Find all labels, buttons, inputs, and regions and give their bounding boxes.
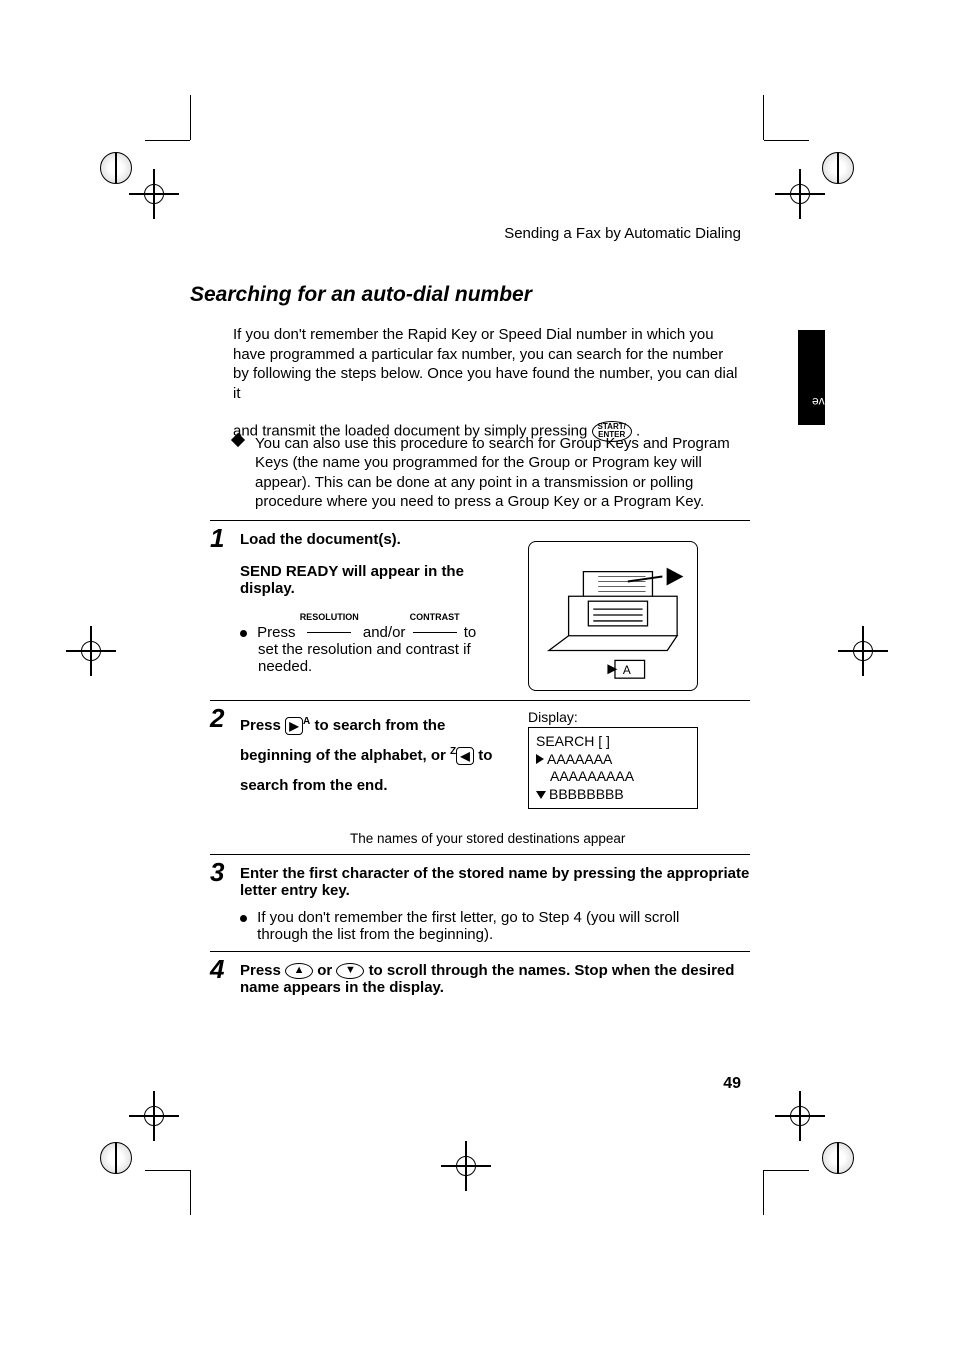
step-1-to: to <box>464 624 477 641</box>
crop-mid-icon <box>847 635 879 667</box>
names-note: The names of your stored destinations ap… <box>350 831 750 846</box>
step-4-text-c: to scroll through the names. Stop when t… <box>240 962 734 996</box>
crop-mid-icon <box>75 635 107 667</box>
disc-bullet-icon <box>240 915 247 922</box>
hairline-icon <box>145 140 190 141</box>
hairline-icon <box>145 1170 190 1171</box>
resolution-button-icon <box>307 632 351 633</box>
disc-bullet-icon <box>240 630 247 637</box>
step-number: 2 <box>210 703 224 734</box>
arrow-right-key-icon: ▶ <box>285 717 303 735</box>
hairline-icon <box>763 1170 764 1215</box>
fax-machine-illustration: A <box>528 541 698 691</box>
step-number: 3 <box>210 857 224 888</box>
side-tab: 2. Send/ReceiveDocuments <box>798 330 825 425</box>
step-3: 3 Enter the first character of the store… <box>210 854 750 951</box>
bullet-block: You can also use this procedure to searc… <box>233 430 743 512</box>
section-title: Searching for an auto-dial number <box>190 283 532 307</box>
step-1-bold-2: SEND READY will appear in the display. <box>240 563 520 597</box>
page-number: 49 <box>723 1075 741 1093</box>
svg-text:A: A <box>623 663 631 677</box>
step-4-text-a: Press <box>240 962 285 979</box>
step-number: 4 <box>210 954 224 985</box>
intro-paragraph-1: If you don't remember the Rapid Key or S… <box>233 326 738 402</box>
step-number: 1 <box>210 523 224 554</box>
arrow-left-key-icon: ◀ <box>456 747 474 765</box>
hairline-icon <box>763 95 764 140</box>
bullet-text: You can also use this procedure to searc… <box>255 434 743 512</box>
running-header: Sending a Fax by Automatic Dialing <box>504 225 741 242</box>
step-2-text-a: Press <box>240 717 285 734</box>
step-3-bold: Enter the first character of the stored … <box>240 865 750 899</box>
hairline-icon <box>764 140 809 141</box>
step-1-press: Press <box>257 624 300 641</box>
contrast-button-icon <box>413 632 457 633</box>
intro-block: If you don't remember the Rapid Key or S… <box>233 325 743 442</box>
resolution-button-label: RESOLUTION <box>300 612 359 622</box>
step-1-andor: and/or <box>363 624 410 641</box>
step-1-bold-1: Load the document(s). <box>240 531 520 548</box>
page-root: Sending a Fax by Automatic Dialing Searc… <box>0 0 954 1351</box>
step-1: 1 Load the document(s). SEND READY will … <box>210 520 750 700</box>
hairline-icon <box>190 1170 191 1215</box>
diamond-bullet-icon <box>231 433 245 447</box>
step-4-text-b: or <box>317 962 336 979</box>
contrast-button-label: CONTRAST <box>410 612 460 622</box>
step-2: 2 Press ▶A to search from the beginning … <box>210 700 750 854</box>
crop-bottom-icon <box>450 1150 482 1182</box>
hairline-icon <box>190 95 191 140</box>
step-3-sub: If you don't remember the first letter, … <box>257 909 727 943</box>
step-1-rest: set the resolution and contrast if neede… <box>258 641 520 675</box>
hairline-icon <box>764 1170 809 1171</box>
key-a-label: A <box>303 716 310 727</box>
steps-list: 1 Load the document(s). SEND READY will … <box>210 520 750 1004</box>
arrow-up-key-icon: ▲ <box>285 963 313 979</box>
arrow-down-key-icon: ▼ <box>336 963 364 979</box>
step-4: 4 Press ▲ or ▼ to scroll through the nam… <box>210 951 750 1004</box>
